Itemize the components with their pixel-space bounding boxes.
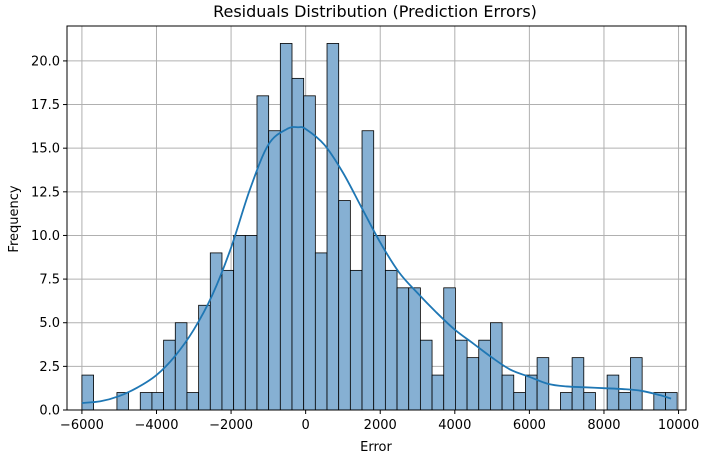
- x-axis-label: Error: [360, 440, 392, 455]
- y-axis-label: Frequency: [7, 185, 22, 252]
- y-tick-label-7: 17.5: [31, 98, 60, 113]
- x-tick-label-4: 2000: [364, 418, 397, 433]
- histogram-bar-45: [606, 374, 620, 411]
- x-tick-label-2: −2000: [209, 418, 253, 433]
- histogram-bar-27: [396, 287, 410, 411]
- x-tick-label-6: 6000: [513, 418, 546, 433]
- histogram-bar-6: [151, 392, 165, 411]
- x-tick-label-3: 0: [302, 418, 310, 433]
- plot-frame: [66, 25, 687, 411]
- histogram-bar-9: [186, 392, 200, 411]
- histogram-bar-47: [630, 357, 643, 411]
- y-tick-label-6: 15.0: [31, 142, 60, 157]
- histogram-bar-50: [665, 392, 678, 411]
- histogram-bar-37: [513, 392, 526, 411]
- kde-curve: [81, 126, 672, 404]
- histogram-bar-16: [268, 130, 281, 411]
- y-tick-label-4: 10.0: [31, 229, 60, 244]
- chart-title: Residuals Distribution (Prediction Error…: [213, 2, 537, 21]
- x-tick-label-7: 8000: [587, 418, 620, 433]
- histogram-bar-15: [256, 95, 270, 411]
- histogram-bar-43: [583, 392, 596, 411]
- histogram-bar-14: [244, 235, 258, 411]
- histogram-bar-24: [361, 130, 375, 411]
- histogram-bar-46: [618, 392, 631, 411]
- histogram-bars: [81, 43, 678, 411]
- x-tick-label-1: −4000: [135, 418, 179, 433]
- histogram-bar-32: [455, 339, 468, 411]
- histogram-bar-29: [419, 339, 433, 411]
- histogram-bar-21: [326, 43, 340, 411]
- x-tick-label-8: 10000: [658, 418, 699, 433]
- histogram-bar-5: [139, 392, 153, 411]
- histogram-bar-7: [163, 339, 176, 411]
- histogram-bar-33: [466, 357, 480, 411]
- y-axis-ticks: 0.0 2.5 5.0 7.5 10.0 12.5 15.0 17.5 20.0: [31, 54, 67, 419]
- x-tick-label-5: 4000: [438, 418, 471, 433]
- y-tick-label-5: 12.5: [31, 185, 60, 200]
- y-tick-label-0: 0.0: [39, 404, 60, 419]
- histogram-bar-41: [560, 392, 573, 411]
- histogram-bar-36: [501, 374, 515, 411]
- histogram-bar-25: [373, 235, 386, 411]
- histogram-bar-23: [349, 269, 363, 411]
- histogram-bar-28: [408, 287, 421, 411]
- histogram-bar-31: [443, 287, 456, 411]
- y-tick-label-3: 7.5: [39, 273, 60, 288]
- histogram-bar-35: [490, 322, 503, 411]
- histogram-bar-12: [221, 269, 235, 411]
- histogram-bar-26: [384, 269, 398, 411]
- histogram-bar-0: [81, 374, 94, 411]
- x-tick-label-0: −6000: [60, 418, 104, 433]
- histogram-bar-20: [314, 252, 328, 411]
- histogram-bar-22: [338, 200, 351, 411]
- histogram-bar-13: [233, 235, 246, 411]
- histogram-bar-17: [279, 43, 293, 411]
- histogram-bar-30: [431, 374, 445, 411]
- histogram-bar-10: [198, 304, 211, 411]
- y-tick-label-1: 2.5: [39, 360, 60, 375]
- histogram-bar-42: [571, 357, 585, 411]
- y-tick-label-8: 20.0: [31, 54, 60, 69]
- histogram-bar-19: [303, 95, 316, 411]
- histogram-bar-8: [174, 322, 188, 411]
- histogram-bar-34: [478, 339, 491, 411]
- histogram-bar-38: [525, 374, 538, 411]
- y-tick-label-2: 5.0: [39, 316, 60, 331]
- x-axis-ticks: −6000 −4000 −2000 0 2000 4000 6000 8000 10000: [60, 410, 699, 433]
